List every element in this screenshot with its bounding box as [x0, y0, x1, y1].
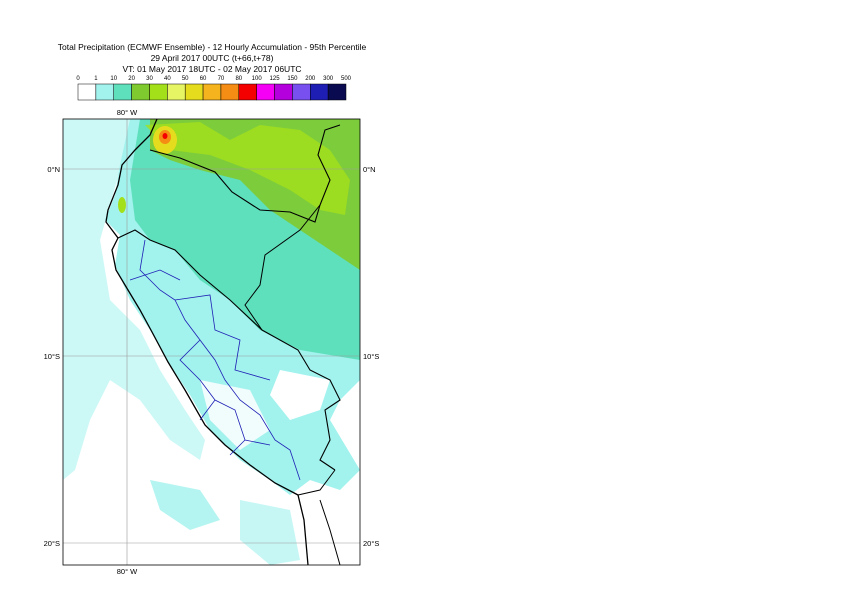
legend-label: 125	[270, 76, 281, 82]
title-line: Total Precipitation (ECMWF Ensemble) - 1…	[58, 42, 367, 52]
lat-label: 0°N	[47, 165, 60, 174]
legend-label: 200	[305, 76, 316, 82]
legend-swatch	[310, 83, 329, 101]
legend-label: 10	[110, 76, 117, 82]
lat-label: 10°S	[44, 352, 60, 361]
legend-swatch	[238, 83, 257, 101]
legend-swatch	[220, 83, 240, 101]
legend-swatch	[184, 83, 204, 101]
legend-swatch	[77, 83, 97, 101]
legend-label: 20	[128, 76, 135, 82]
lat-label: 20°S	[44, 539, 60, 548]
lon-label: 80° W	[117, 108, 138, 117]
legend-label: 60	[200, 76, 207, 82]
legend-label: 0	[76, 76, 80, 82]
legend-swatch	[274, 83, 293, 101]
legend-label: 50	[182, 76, 189, 82]
legend-label: 40	[164, 76, 171, 82]
map	[63, 119, 360, 565]
legend-swatch	[131, 83, 150, 101]
lat-label: 10°S	[363, 352, 379, 361]
legend-swatch	[292, 83, 311, 101]
map-frame	[62, 118, 361, 566]
legend-swatch	[95, 83, 114, 101]
title-line: 29 April 2017 00UTC (t+66,t+78)	[151, 53, 274, 63]
legend-label: 70	[218, 76, 225, 82]
lat-label: 0°N	[363, 165, 376, 174]
legend-label: 80	[235, 76, 242, 82]
legend-swatch	[149, 83, 168, 101]
legend-label: 1	[94, 76, 98, 82]
legend-swatch	[202, 83, 222, 101]
title-line: VT: 01 May 2017 18UTC - 02 May 2017 06UT…	[122, 64, 301, 74]
legend-swatch	[167, 83, 186, 101]
legend-swatch	[256, 83, 275, 101]
legend-swatch	[113, 83, 132, 101]
lon-label: 80° W	[117, 567, 138, 576]
legend-label: 500	[341, 76, 352, 82]
legend-label: 150	[287, 76, 298, 82]
lat-label: 20°S	[363, 539, 379, 548]
legend-swatch	[327, 83, 347, 101]
legend: 0 1 10 20 30 40 50 60 70 80 100 125 150 200 300 500	[76, 76, 352, 101]
legend-label: 100	[252, 76, 263, 82]
legend-label: 300	[323, 76, 334, 82]
legend-label: 30	[146, 76, 153, 82]
